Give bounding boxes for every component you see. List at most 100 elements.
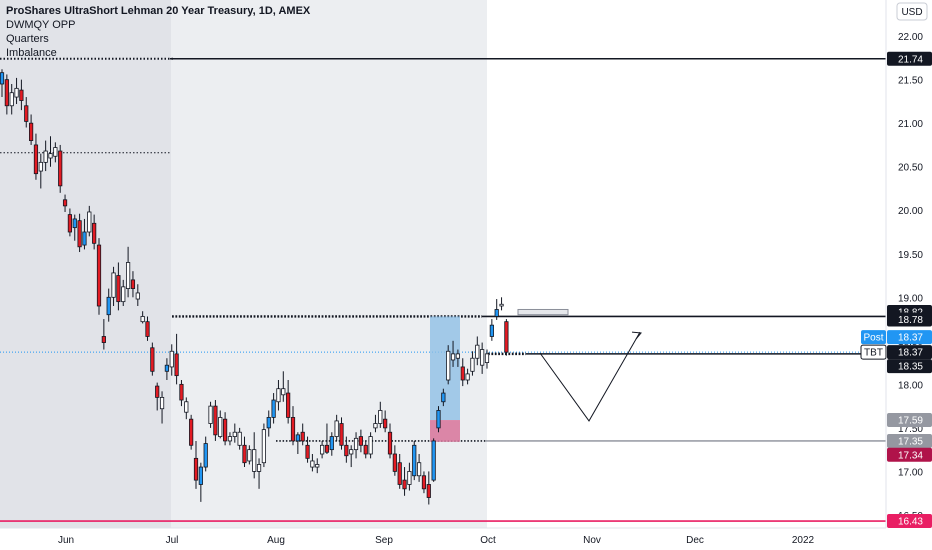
candle[interactable]: [213, 405, 218, 436]
candle[interactable]: [397, 462, 402, 485]
price-axis[interactable]: 22.0021.5021.0020.5020.0019.5019.0018.50…: [885, 0, 923, 528]
candle[interactable]: [198, 466, 203, 485]
candle[interactable]: [174, 353, 179, 377]
candle[interactable]: [475, 344, 480, 359]
candle[interactable]: [203, 443, 208, 468]
candle[interactable]: [368, 436, 373, 455]
legend-title[interactable]: ProShares UltraShort Lehman 20 Year Trea…: [6, 5, 311, 17]
candle[interactable]: [135, 292, 140, 300]
candle[interactable]: [426, 484, 431, 498]
candle[interactable]: [407, 471, 412, 485]
candle[interactable]: [38, 161, 43, 172]
candle[interactable]: [256, 464, 262, 472]
candle[interactable]: [310, 460, 315, 468]
candle[interactable]: [290, 417, 296, 442]
candle[interactable]: [0, 72, 5, 85]
candle[interactable]: [446, 350, 451, 381]
candle[interactable]: [9, 92, 14, 107]
candle[interactable]: [24, 105, 29, 122]
candle[interactable]: [232, 431, 237, 437]
candle[interactable]: [319, 444, 325, 455]
candle[interactable]: [77, 220, 82, 248]
candle[interactable]: [373, 423, 378, 429]
candle[interactable]: [33, 144, 39, 175]
candle[interactable]: [14, 87, 19, 98]
currency-badge[interactable]: USD: [896, 2, 928, 21]
candle[interactable]: [324, 444, 330, 453]
legend-indicator-quarters[interactable]: Quarters: [6, 33, 49, 45]
candle[interactable]: [378, 410, 383, 424]
candle[interactable]: [460, 366, 465, 381]
candle[interactable]: [106, 296, 111, 316]
candle[interactable]: [179, 383, 184, 401]
candle[interactable]: [329, 436, 334, 451]
candle[interactable]: [441, 392, 446, 403]
candle[interactable]: [480, 349, 485, 366]
candle[interactable]: [504, 321, 509, 353]
candle[interactable]: [334, 420, 339, 437]
candle[interactable]: [494, 309, 499, 317]
candle[interactable]: [218, 417, 223, 437]
candle[interactable]: [111, 272, 116, 298]
candle[interactable]: [276, 388, 281, 403]
candle[interactable]: [416, 462, 422, 477]
candle[interactable]: [164, 364, 169, 372]
candle[interactable]: [402, 479, 407, 490]
candle[interactable]: [286, 392, 291, 418]
candle[interactable]: [436, 410, 441, 429]
candle[interactable]: [67, 214, 72, 233]
candle[interactable]: [159, 397, 165, 410]
candle[interactable]: [455, 353, 461, 359]
candles[interactable]: [0, 69, 509, 505]
candle[interactable]: [261, 429, 267, 464]
candle[interactable]: [383, 418, 388, 429]
candle[interactable]: [489, 324, 494, 337]
candle[interactable]: [116, 275, 121, 303]
candle[interactable]: [295, 434, 300, 442]
candle[interactable]: [193, 457, 199, 481]
time-axis[interactable]: Jun Jul Aug Sep Oct Nov Dec 2022: [0, 527, 886, 546]
candle[interactable]: [53, 147, 58, 157]
candle[interactable]: [72, 218, 77, 229]
candle[interactable]: [247, 449, 252, 462]
candle[interactable]: [155, 385, 160, 398]
candle[interactable]: [96, 244, 102, 307]
candle[interactable]: [392, 453, 397, 472]
candle[interactable]: [82, 231, 87, 246]
candle[interactable]: [227, 436, 233, 442]
candle[interactable]: [4, 79, 9, 107]
candle[interactable]: [184, 401, 189, 413]
candle[interactable]: [58, 150, 63, 187]
candle[interactable]: [242, 444, 247, 464]
candle[interactable]: [387, 431, 393, 455]
legend-indicator-dwmqy[interactable]: DWMQY OPP: [6, 19, 76, 31]
candle[interactable]: [87, 211, 92, 233]
candle[interactable]: [431, 440, 436, 481]
candle[interactable]: [126, 262, 131, 289]
candle[interactable]: [169, 350, 174, 368]
candle[interactable]: [237, 431, 242, 446]
candle[interactable]: [92, 222, 97, 244]
candle[interactable]: [300, 431, 305, 442]
candle[interactable]: [339, 423, 344, 446]
candle[interactable]: [150, 347, 155, 372]
candle[interactable]: [222, 418, 228, 442]
candle[interactable]: [28, 122, 34, 141]
candle[interactable]: [189, 418, 194, 446]
candle[interactable]: [465, 373, 470, 381]
candle[interactable]: [358, 436, 364, 446]
candle[interactable]: [281, 388, 286, 396]
candle[interactable]: [208, 405, 213, 424]
candle[interactable]: [363, 444, 368, 455]
candle[interactable]: [305, 444, 310, 459]
candle[interactable]: [470, 357, 475, 372]
candle[interactable]: [450, 353, 456, 361]
candle[interactable]: [252, 449, 257, 472]
candle[interactable]: [130, 279, 136, 289]
candle[interactable]: [315, 464, 320, 468]
candle[interactable]: [145, 321, 150, 337]
candle[interactable]: [349, 449, 354, 455]
candle[interactable]: [353, 437, 359, 451]
candle[interactable]: [101, 336, 106, 343]
